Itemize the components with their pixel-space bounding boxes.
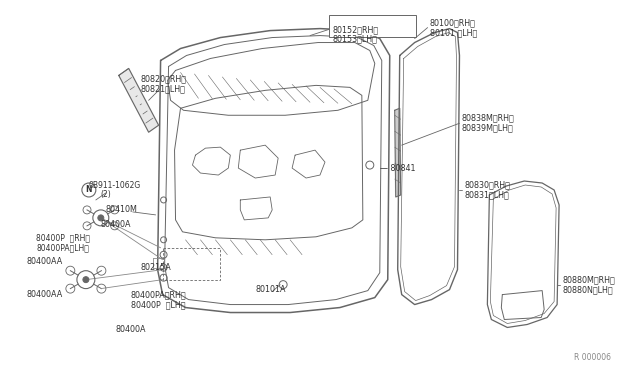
Text: 80400A: 80400A bbox=[101, 220, 131, 230]
Text: 80820〈RH〉: 80820〈RH〉 bbox=[141, 74, 187, 83]
Polygon shape bbox=[119, 68, 159, 132]
Polygon shape bbox=[395, 108, 401, 197]
Text: 80400PA〈LH〉: 80400PA〈LH〉 bbox=[36, 243, 89, 252]
Circle shape bbox=[98, 215, 104, 221]
FancyBboxPatch shape bbox=[329, 15, 415, 36]
Text: 80215A: 80215A bbox=[141, 263, 172, 272]
Text: 80821〈LH〉: 80821〈LH〉 bbox=[141, 84, 186, 93]
Text: (2): (2) bbox=[101, 190, 111, 199]
Text: 80880M〈RH〉: 80880M〈RH〉 bbox=[562, 275, 615, 284]
Text: 80101A: 80101A bbox=[255, 285, 285, 294]
Text: 80830〈RH〉: 80830〈RH〉 bbox=[465, 180, 510, 189]
Text: 80400A: 80400A bbox=[116, 325, 147, 334]
Text: 80838M〈RH〉: 80838M〈RH〉 bbox=[461, 114, 514, 123]
Text: 80400P  〈LH〉: 80400P 〈LH〉 bbox=[131, 300, 185, 309]
Text: 80831〈LH〉: 80831〈LH〉 bbox=[465, 190, 509, 199]
Text: 80400PA〈RH〉: 80400PA〈RH〉 bbox=[131, 290, 186, 299]
Text: R 000006: R 000006 bbox=[574, 353, 611, 362]
Text: 80400AA: 80400AA bbox=[26, 257, 62, 266]
Text: 80400AA: 80400AA bbox=[26, 290, 62, 299]
Text: 80410M: 80410M bbox=[106, 205, 138, 214]
Text: 80152〈RH〉: 80152〈RH〉 bbox=[333, 26, 379, 35]
Text: — 80841: — 80841 bbox=[380, 164, 415, 173]
Text: 80839M〈LH〉: 80839M〈LH〉 bbox=[461, 124, 513, 133]
Circle shape bbox=[83, 277, 89, 283]
Text: 80153〈LH〉: 80153〈LH〉 bbox=[333, 35, 378, 44]
Text: 80100〈RH〉: 80100〈RH〉 bbox=[429, 18, 476, 27]
Text: 80101 〈LH〉: 80101 〈LH〉 bbox=[429, 28, 477, 37]
Text: 80400P  〈RH〉: 80400P 〈RH〉 bbox=[36, 233, 90, 242]
Text: N: N bbox=[86, 186, 92, 195]
Text: 0B911-1062G: 0B911-1062G bbox=[89, 180, 141, 189]
Text: 80880N〈LH〉: 80880N〈LH〉 bbox=[562, 285, 612, 294]
